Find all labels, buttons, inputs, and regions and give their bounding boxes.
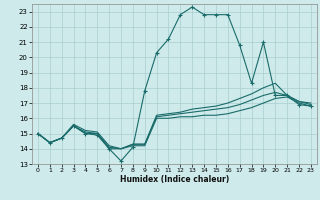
X-axis label: Humidex (Indice chaleur): Humidex (Indice chaleur) bbox=[120, 175, 229, 184]
